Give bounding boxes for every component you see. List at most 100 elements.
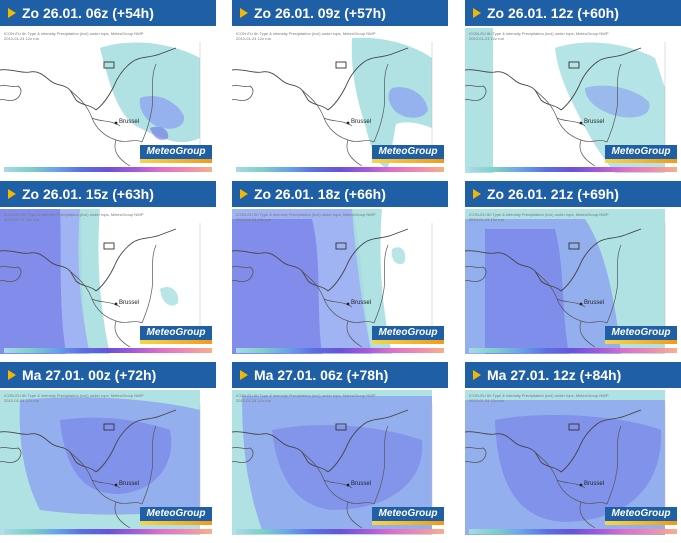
credit-line: 2013-01-24 12z run [4,398,39,403]
map-credit: ICON-EU 6h Type & intensity Precipitatio… [236,31,386,41]
credit-line: 2013-01-24 12z run [469,217,504,222]
panel-header[interactable]: Zo 26.01. 18z (+66h) [232,181,448,207]
brand-logo: MeteoGroup [605,145,677,159]
credit-line: ICON-EU 6h Type & intensity Precipitatio… [4,393,144,398]
play-arrow-icon [240,189,248,200]
play-arrow-icon [473,189,481,200]
credit-line: 2013-01-24 12z run [236,217,271,222]
forecast-panel[interactable]: Ma 27.01. 00z (+72h) Brussel ICON-EU 6h Ty… [0,362,216,535]
play-arrow-icon [240,8,248,19]
brand-swoosh [140,340,212,344]
brand-swoosh [140,521,212,525]
map-credit: ICON-EU 6h Type & intensity Precipitatio… [469,393,619,403]
credit-line: 2013-01-24 12z run [4,36,39,41]
color-scale-bar [236,348,444,353]
precipitation-map: Brussel ICON-EU 6h Type & intensity Preci… [0,390,216,535]
map-credit: ICON-EU 6h Type & intensity Precipitatio… [469,212,619,222]
city-label: Brussel [584,119,605,125]
credit-line: 2013-01-24 12z run [236,398,271,403]
city-label: Brussel [351,119,372,125]
panel-header[interactable]: Zo 26.01. 15z (+63h) [0,181,216,207]
city-label: Brussel [119,481,140,487]
map-credit: ICON-EU 6h Type & intensity Precipitatio… [236,393,386,403]
forecast-panel[interactable]: Zo 26.01. 12z (+60h) Brussel ICON-EU 6h Ty… [465,0,681,173]
credit-line: 2013-01-24 12z run [4,217,39,222]
brand-logo: MeteoGroup [605,326,677,340]
brand-swoosh [372,159,444,163]
brand-swoosh [372,340,444,344]
color-scale-bar [4,348,212,353]
panel-title: Ma 27.01. 00z (+72h) [22,367,157,383]
map-credit: ICON-EU 6h Type & intensity Precipitatio… [469,31,619,41]
forecast-panel[interactable]: Zo 26.01. 06z (+54h) Brussel ICON-EU 6h Ty… [0,0,216,173]
panel-header[interactable]: Ma 27.01. 06z (+78h) [232,362,448,388]
brand-swoosh [372,521,444,525]
credit-line: ICON-EU 6h Type & intensity Precipitatio… [469,393,609,398]
forecast-panel[interactable]: Zo 26.01. 09z (+57h) Brussel ICON-EU 6h Ty… [232,0,448,173]
play-arrow-icon [8,8,16,19]
map-graphic [0,209,216,354]
brand-swoosh [605,159,677,163]
map-graphic [232,209,448,354]
credit-line: 2013-01-24 12z run [469,36,504,41]
brand-swoosh [605,340,677,344]
map-graphic [0,28,216,173]
forecast-panel[interactable]: Zo 26.01. 18z (+66h) Brussel ICON-EU 6h Ty… [232,181,448,354]
brand-logo: MeteoGroup [372,507,444,521]
precipitation-map: Brussel ICON-EU 6h Type & intensity Preci… [232,28,448,173]
brand-swoosh [605,521,677,525]
panel-header[interactable]: Ma 27.01. 12z (+84h) [465,362,681,388]
credit-line: ICON-EU 6h Type & intensity Precipitatio… [236,31,376,36]
play-arrow-icon [240,370,248,381]
forecast-panel[interactable]: Zo 26.01. 15z (+63h) Brussel ICON-EU 6h Ty… [0,181,216,354]
map-graphic [232,390,448,535]
color-scale-bar [236,529,444,534]
panel-title: Zo 26.01. 15z (+63h) [22,186,154,202]
credit-line: 2013-01-24 12z run [469,398,504,403]
panel-header[interactable]: Zo 26.01. 21z (+69h) [465,181,681,207]
brand-logo: MeteoGroup [140,507,212,521]
precipitation-map: Brussel ICON-EU 6h Type & intensity Preci… [232,390,448,535]
color-scale-bar [4,529,212,534]
color-scale-bar [469,348,677,353]
precipitation-map: Brussel ICON-EU 6h Type & intensity Preci… [232,209,448,354]
forecast-panel[interactable]: Ma 27.01. 12z (+84h) Brussel ICON-EU 6h Ty… [465,362,681,535]
credit-line: ICON-EU 6h Type & intensity Precipitatio… [236,212,376,217]
credit-line: ICON-EU 6h Type & intensity Precipitatio… [236,393,376,398]
credit-line: ICON-EU 6h Type & intensity Precipitatio… [469,31,609,36]
credit-line: ICON-EU 6h Type & intensity Precipitatio… [4,212,144,217]
precipitation-map: Brussel ICON-EU 6h Type & intensity Preci… [0,209,216,354]
brand-swoosh [140,159,212,163]
panel-title: Ma 27.01. 06z (+78h) [254,367,389,383]
color-scale-bar [4,167,212,172]
brand-logo: MeteoGroup [140,326,212,340]
panel-header[interactable]: Zo 26.01. 12z (+60h) [465,0,681,26]
panel-title: Zo 26.01. 06z (+54h) [22,5,154,21]
play-arrow-icon [473,370,481,381]
city-label: Brussel [584,300,605,306]
brand-logo: MeteoGroup [140,145,212,159]
panel-title: Zo 26.01. 21z (+69h) [487,186,619,202]
color-scale-bar [236,167,444,172]
forecast-panel[interactable]: Zo 26.01. 21z (+69h) Brussel ICON-EU 6h Ty… [465,181,681,354]
panel-header[interactable]: Ma 27.01. 00z (+72h) [0,362,216,388]
panel-title: Ma 27.01. 12z (+84h) [487,367,622,383]
city-label: Brussel [119,300,140,306]
forecast-panel[interactable]: Ma 27.01. 06z (+78h) Brussel ICON-EU 6h Ty… [232,362,448,535]
city-label: Brussel [584,481,605,487]
precipitation-map: Brussel ICON-EU 6h Type & intensity Preci… [465,209,681,354]
precipitation-map: Brussel ICON-EU 6h Type & intensity Preci… [465,28,681,173]
color-scale-bar [469,167,677,172]
city-label: Brussel [351,300,372,306]
play-arrow-icon [473,8,481,19]
brand-logo: MeteoGroup [605,507,677,521]
city-label: Brussel [119,119,140,125]
panel-title: Zo 26.01. 12z (+60h) [487,5,619,21]
panel-header[interactable]: Zo 26.01. 09z (+57h) [232,0,448,26]
panel-header[interactable]: Zo 26.01. 06z (+54h) [0,0,216,26]
map-graphic [465,390,681,535]
panel-title: Zo 26.01. 09z (+57h) [254,5,386,21]
panel-title: Zo 26.01. 18z (+66h) [254,186,386,202]
brand-logo: MeteoGroup [372,145,444,159]
